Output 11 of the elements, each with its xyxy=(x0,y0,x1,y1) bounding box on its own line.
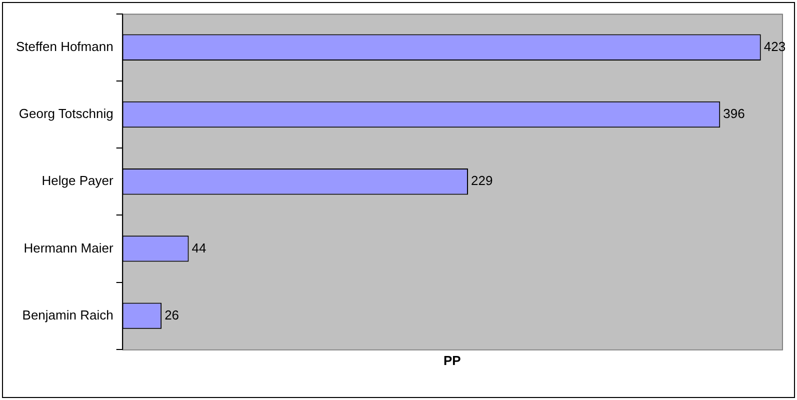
y-tick-label: Georg Totschnig xyxy=(18,106,114,122)
x-axis-title: PP xyxy=(443,352,462,368)
y-tick-label: Steffen Hofmann xyxy=(16,38,114,54)
y-tick-label: Benjamin Raich xyxy=(22,307,114,322)
data-label: 229 xyxy=(471,173,493,188)
y-tick-label: Helge Payer xyxy=(42,173,114,188)
data-label: 26 xyxy=(164,307,180,322)
data-label: 44 xyxy=(192,240,206,256)
data-label: 423 xyxy=(764,38,786,54)
y-tick-label: Hermann Maier xyxy=(24,240,114,256)
data-label: 396 xyxy=(723,106,745,122)
